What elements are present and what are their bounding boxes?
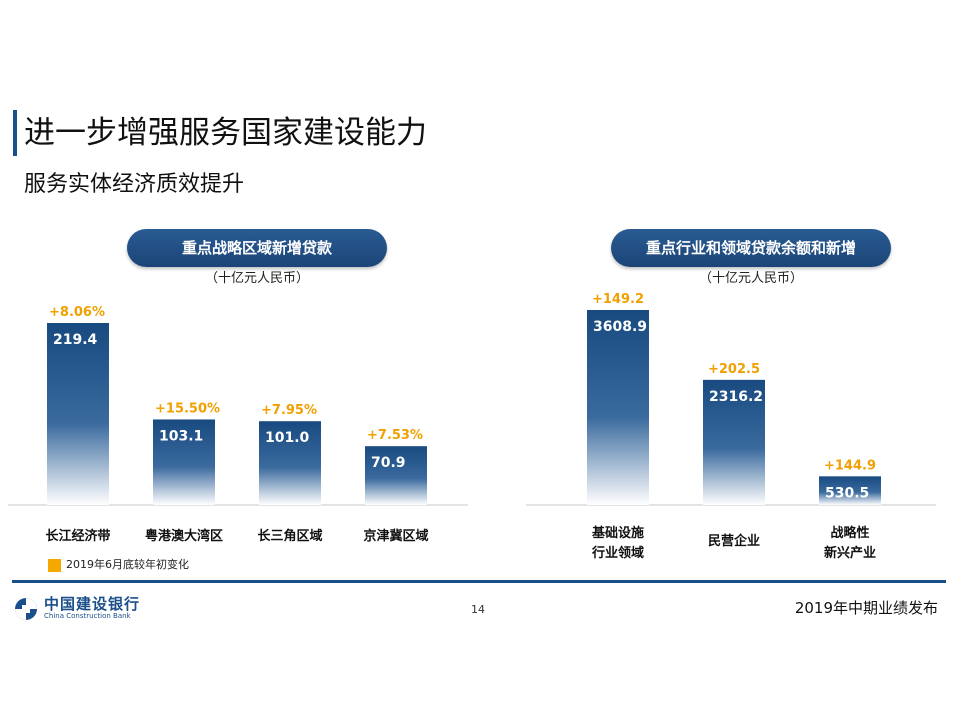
- bar-change-label: +8.06%: [49, 305, 105, 320]
- category-label: 粤港澳大湾区: [145, 528, 223, 544]
- bar-value-label: 219.4: [53, 332, 98, 348]
- bar-change-label: +202.5: [708, 362, 760, 377]
- category-label: 民营企业: [708, 533, 760, 549]
- category-label: 长三角区域: [257, 528, 322, 544]
- bar-value-label: 103.1: [159, 428, 203, 444]
- left-chart-title: 重点战略区域新增贷款: [127, 229, 387, 267]
- bar-value-label: 2316.2: [709, 389, 763, 405]
- ccb-logo: 中国建设银行 China Construction Bank: [14, 596, 140, 621]
- footer-divider: [12, 580, 946, 583]
- bar-1-1: [703, 379, 765, 505]
- right-chart-title: 重点行业和领域贷款余额和新增: [611, 229, 891, 267]
- category-label: 长江经济带: [45, 528, 110, 544]
- bar-change-label: +7.95%: [261, 403, 317, 418]
- bar-change-label: +149.2: [592, 292, 644, 307]
- legend: 2019年6月底较年初变化: [48, 557, 189, 573]
- bar-change-label: +7.53%: [367, 428, 423, 443]
- legend-label: 2019年6月底较年初变化: [66, 558, 189, 571]
- left-bar-chart: 219.4 +8.06% 长江经济带 103.1 +15.50% 粤港澳大湾区 101.0 +…: [45, 305, 428, 544]
- charts-canvas: 219.4 +8.06% 长江经济带 103.1 +15.50% 粤港澳大湾区 101.0 +…: [8, 292, 936, 561]
- bar-value-label: 3608.9: [593, 319, 647, 335]
- logo-chinese-name: 中国建设银行: [44, 595, 141, 613]
- bar-0-1: [153, 419, 215, 505]
- page-number: 14: [471, 603, 485, 616]
- bar-value-label: 101.0: [265, 430, 310, 446]
- category-label: 新兴产业: [824, 545, 876, 561]
- page-title: 进一步增强服务国家建设能力: [24, 115, 427, 151]
- bar-1-0: [587, 310, 649, 505]
- ccb-logo-icon: [15, 597, 37, 620]
- category-label: 基础设施: [591, 525, 644, 541]
- page-subtitle: 服务实体经济质效提升: [24, 172, 245, 197]
- logo-english-name: China Construction Bank: [44, 612, 131, 620]
- bar-1-2: [819, 476, 881, 505]
- title-accent-bar: [13, 110, 17, 156]
- bar-change-label: +144.9: [824, 458, 876, 473]
- category-label: 京津冀区域: [363, 528, 428, 544]
- bar-0-2: [259, 421, 321, 505]
- bar-value-label: 70.9: [371, 455, 406, 471]
- bar-0-3: [365, 446, 427, 505]
- category-label: 战略性: [830, 525, 869, 541]
- footer-event: 2019年中期业绩发布: [794, 599, 938, 617]
- bar-change-label: +15.50%: [155, 401, 220, 416]
- category-label: 行业领域: [591, 545, 644, 561]
- bar-0-0: [47, 323, 109, 505]
- left-chart-unit: （十亿元人民币）: [204, 271, 309, 286]
- bar-value-label: 530.5: [825, 485, 869, 501]
- right-chart-unit: （十亿元人民币）: [698, 271, 803, 286]
- legend-swatch: [48, 558, 61, 572]
